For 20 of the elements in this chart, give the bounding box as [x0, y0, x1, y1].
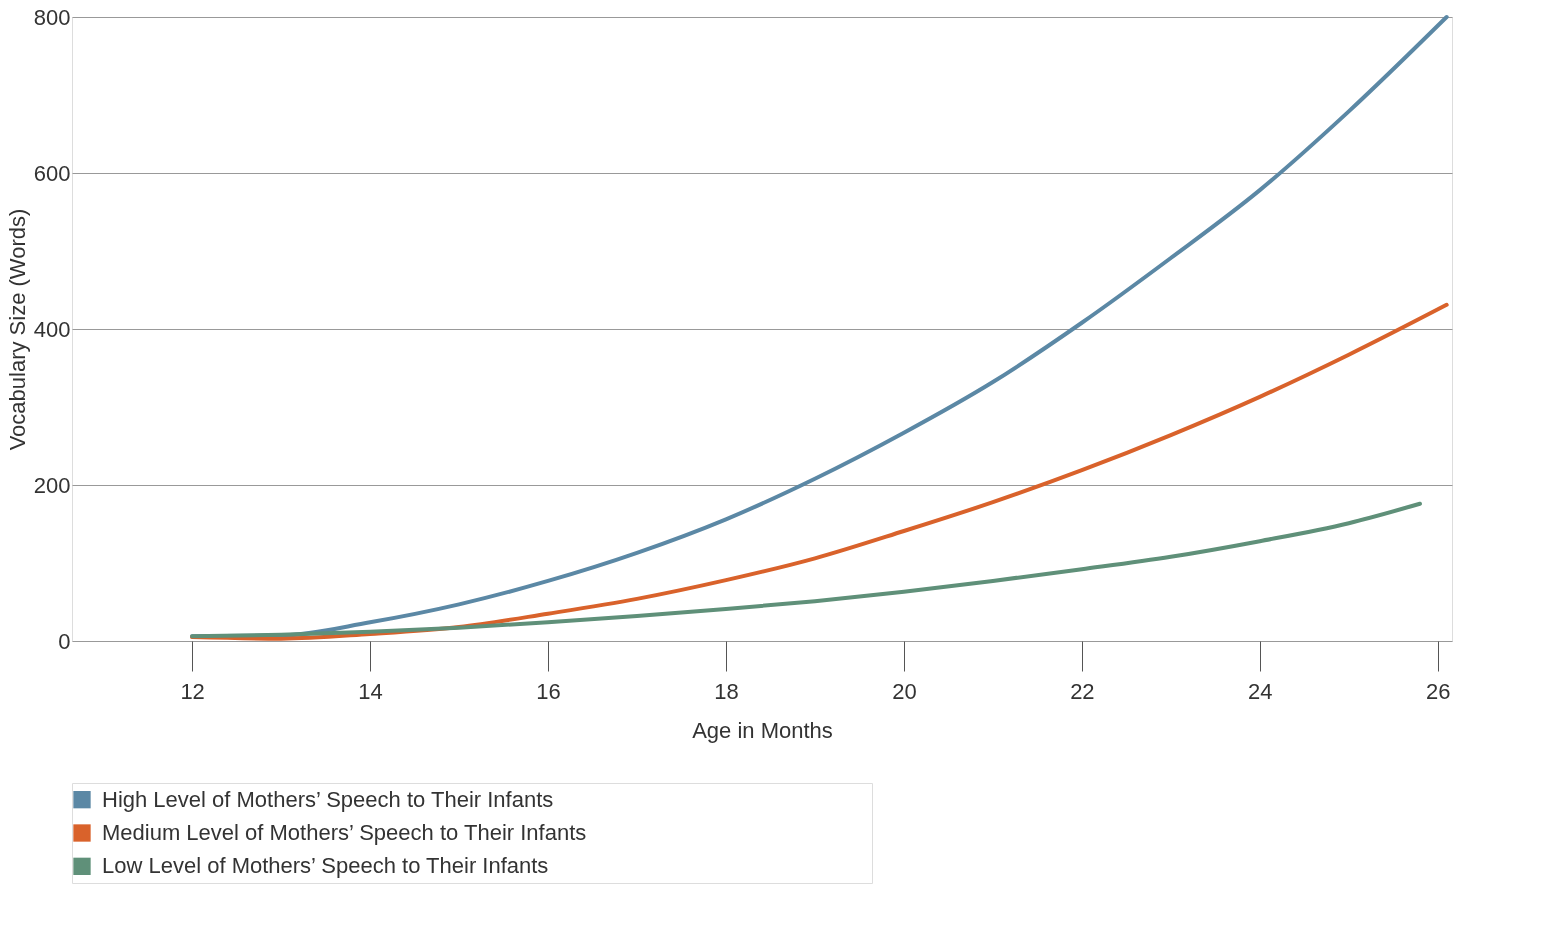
legend-label: Low Level of Mothers’ Speech to Their Infants	[102, 853, 549, 879]
x-tick-label: 22	[1070, 678, 1095, 704]
y-tick-label: 600	[33, 160, 71, 186]
y-tick-label: 200	[33, 472, 71, 498]
y-axis-title: Vocabulary Size (Words)	[4, 208, 30, 451]
x-tick-label: 14	[358, 678, 383, 704]
x-tick-label: 16	[536, 678, 561, 704]
y-tick-label: 400	[33, 316, 71, 342]
x-tick-label: 18	[714, 678, 739, 704]
legend-label: High Level of Mothers’ Speech to Their Infants	[102, 786, 554, 812]
line-series	[190, 302, 1449, 641]
x-tick-label: 24	[1248, 678, 1273, 704]
x-axis-title: Age in Months	[692, 717, 833, 743]
x-tick-label: 26	[1426, 678, 1451, 704]
x-tick-label: 12	[180, 678, 205, 704]
legend-label: Medium Level of Mothers’ Speech to Their Infants	[102, 820, 587, 845]
y-tick-label: 0	[58, 628, 71, 654]
x-tick-label: 20	[892, 678, 917, 704]
line-series	[190, 501, 1422, 639]
y-tick-label: 800	[33, 4, 71, 30]
